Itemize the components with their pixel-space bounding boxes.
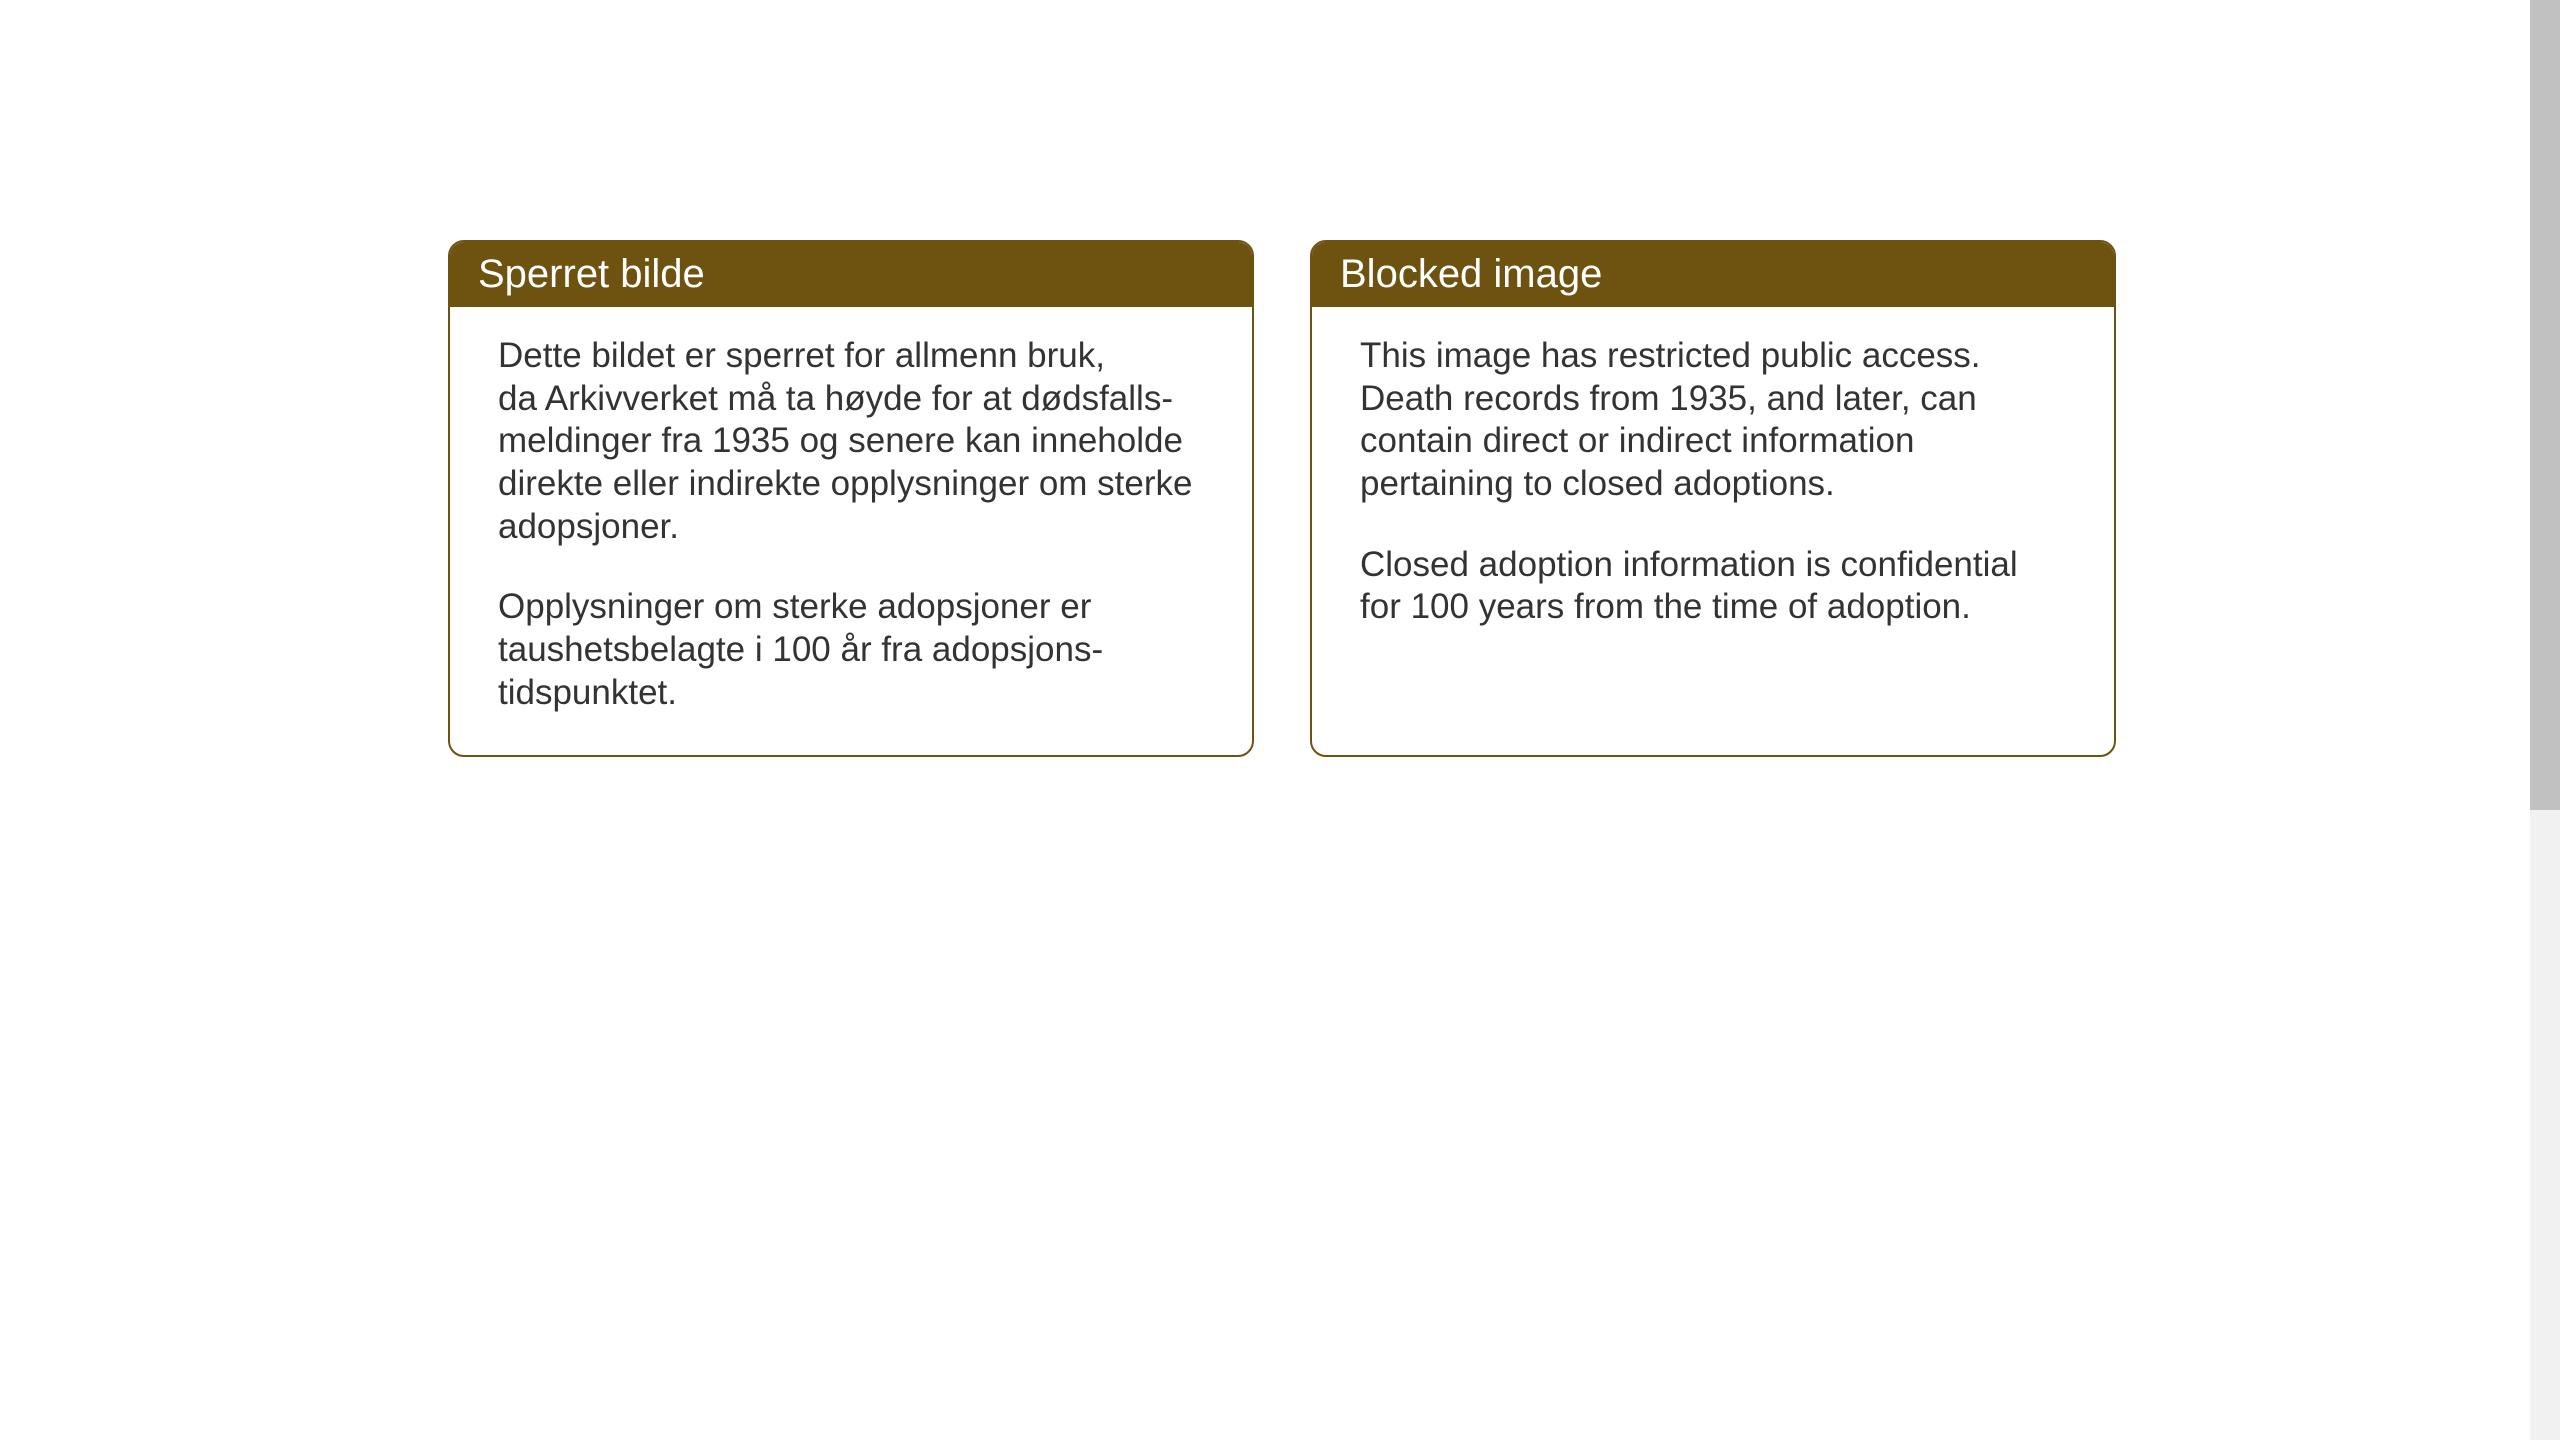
- card-paragraph2-norwegian: Opplysninger om sterke adopsjoner er tau…: [498, 586, 1204, 714]
- card-body-english: This image has restricted public access.…: [1312, 307, 2114, 669]
- card-header-english: Blocked image: [1312, 242, 2114, 307]
- card-norwegian: Sperret bilde Dette bildet er sperret fo…: [448, 240, 1254, 757]
- card-paragraph1-norwegian: Dette bildet er sperret for allmenn bruk…: [498, 335, 1204, 548]
- card-title-english: Blocked image: [1340, 252, 1602, 296]
- card-header-norwegian: Sperret bilde: [450, 242, 1252, 307]
- card-title-norwegian: Sperret bilde: [478, 252, 705, 296]
- card-english: Blocked image This image has restricted …: [1310, 240, 2116, 757]
- card-paragraph2-english: Closed adoption information is confident…: [1360, 544, 2066, 629]
- card-paragraph1-english: This image has restricted public access.…: [1360, 335, 2066, 506]
- scrollbar-thumb[interactable]: [2530, 0, 2560, 810]
- cards-container: Sperret bilde Dette bildet er sperret fo…: [448, 240, 2116, 757]
- scrollbar-vertical[interactable]: [2530, 0, 2560, 1440]
- card-body-norwegian: Dette bildet er sperret for allmenn bruk…: [450, 307, 1252, 755]
